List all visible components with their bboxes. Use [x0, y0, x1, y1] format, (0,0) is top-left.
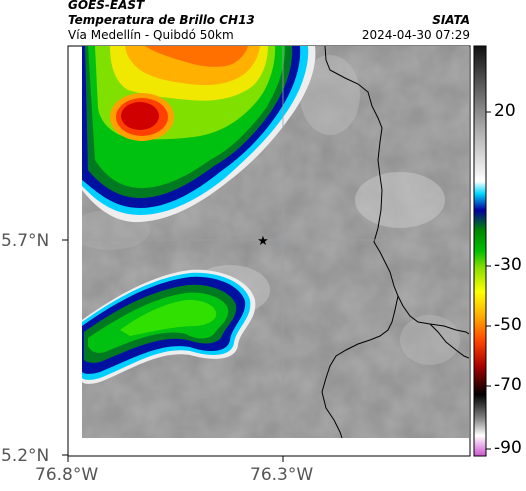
satellite-name: GOES-EAST [68, 0, 145, 12]
lon-tick-label: 76.8°W [35, 465, 99, 485]
route-subtitle: Vía Medellín - Quibdó 50km [68, 28, 234, 42]
colorbar [473, 45, 491, 457]
cloud-cell-south [82, 269, 256, 384]
coastline-borders [321, 46, 469, 438]
lon-tick-label: 76.3°W [250, 465, 314, 485]
agency-label: SIATA [432, 13, 470, 27]
colorbar-tick-label: -50 [494, 315, 522, 335]
colorbar-tick-label: -90 [494, 438, 522, 458]
colorbar-tick-label: 20 [494, 101, 516, 121]
colorbar-tick-label: -70 [494, 375, 522, 395]
colorbar-tick-label: -30 [494, 255, 522, 275]
product-title: Temperatura de Brillo CH13 [68, 13, 255, 27]
star-icon: ★ [257, 234, 269, 249]
datetime-label: 2024-04-30 07:29 [361, 28, 470, 42]
lat-tick-label: 5.7°N [1, 231, 50, 251]
cloud-cell-north [82, 46, 316, 223]
lat-tick-label: 5.2°N [1, 446, 50, 466]
